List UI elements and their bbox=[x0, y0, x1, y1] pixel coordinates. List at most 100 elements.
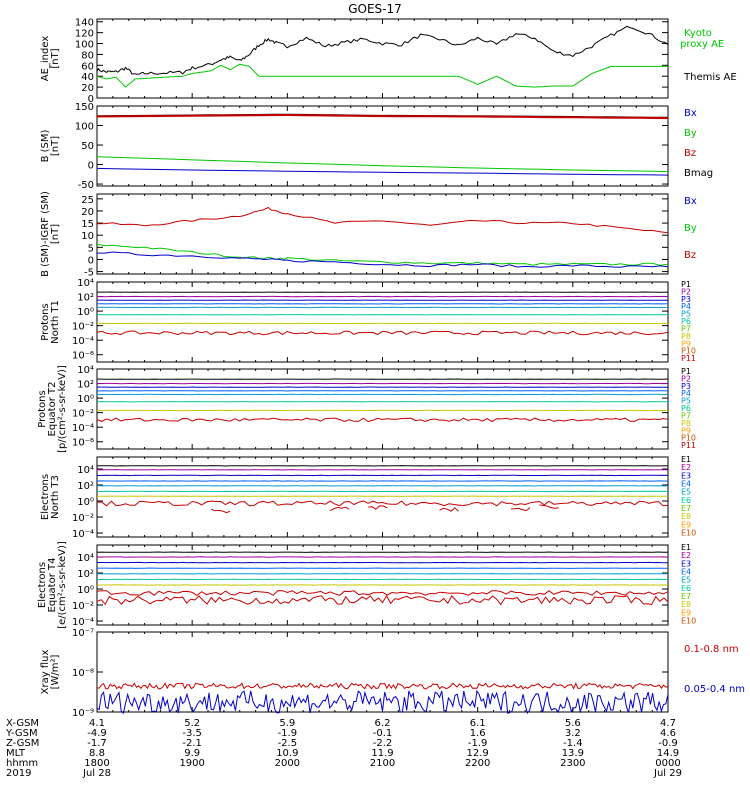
y-tick-label: 60 bbox=[81, 61, 94, 72]
flux-channel-line bbox=[97, 500, 669, 507]
ephemeris-value: -2.2 bbox=[373, 738, 393, 749]
y-tick-label: 10⁰ bbox=[77, 585, 94, 596]
legend-entry: P10 bbox=[681, 347, 696, 356]
series-line bbox=[96, 682, 669, 690]
legend-entry: 0.1-0.8 nm bbox=[684, 644, 739, 655]
y-tick-label: 10⁻⁶ bbox=[72, 351, 94, 362]
legend-entry: Bmag bbox=[684, 168, 713, 179]
ephemeris-value: 9.9 bbox=[184, 748, 200, 759]
y-axis-label: [e/(cm²-s-sr-keV)] bbox=[57, 541, 68, 629]
y-axis-label: North T1 bbox=[50, 300, 61, 344]
ephemeris-row-label: hhmm bbox=[6, 758, 38, 769]
y-tick-label: 20 bbox=[81, 207, 94, 218]
ephemeris-value: 3.2 bbox=[565, 728, 581, 739]
y-tick-label: 10⁻² bbox=[72, 601, 94, 612]
flux-fragment bbox=[539, 504, 559, 509]
y-axis-label: Protons bbox=[40, 303, 51, 340]
ephemeris-value: -1.4 bbox=[563, 738, 583, 749]
legend-entry: P7 bbox=[681, 411, 691, 420]
legend-entry: P5 bbox=[681, 310, 691, 319]
legend-entry: P8 bbox=[681, 332, 691, 341]
legend-entry: P2 bbox=[681, 287, 691, 296]
y-tick-label: 10⁴ bbox=[77, 465, 94, 476]
ephemeris-value: 4.1 bbox=[89, 718, 105, 729]
y-tick-label: 150 bbox=[75, 102, 94, 113]
y-tick-label: -5 bbox=[84, 268, 94, 279]
legend-entry: By bbox=[684, 128, 697, 139]
legend-entry: E3 bbox=[681, 559, 691, 568]
plot-frame bbox=[96, 281, 669, 363]
y-tick-label: 10⁻⁹ bbox=[72, 708, 94, 719]
ephemeris-value: -3.5 bbox=[182, 728, 202, 739]
ephemeris-value: 5.9 bbox=[279, 718, 295, 729]
series-line bbox=[96, 243, 669, 266]
ephemeris-value: 1900 bbox=[179, 758, 204, 769]
y-tick-label: 10⁻⁴ bbox=[72, 336, 94, 347]
legend-entry: E3 bbox=[681, 471, 691, 480]
ephemeris-value: 8.8 bbox=[89, 748, 105, 759]
ephemeris-value: 1.6 bbox=[470, 728, 486, 739]
legend-entry: P3 bbox=[681, 295, 691, 304]
ephemeris-value: 4.6 bbox=[660, 728, 676, 739]
y-tick-label: -50 bbox=[78, 180, 94, 191]
ephemeris-value: 10.9 bbox=[276, 748, 298, 759]
legend-entry: P6 bbox=[681, 404, 691, 413]
legend-entry: E2 bbox=[681, 463, 691, 472]
legend-entry: P4 bbox=[681, 302, 691, 311]
y-axis-label: Equator T2 bbox=[47, 382, 58, 437]
flux-channel-line bbox=[96, 590, 669, 597]
ephemeris-value: 5.6 bbox=[565, 718, 581, 729]
y-axis-label: [nT] bbox=[50, 136, 61, 156]
flux-channel-line bbox=[96, 417, 669, 423]
legend-entry: By bbox=[684, 223, 697, 234]
y-axis-label: [W/m²] bbox=[50, 654, 61, 689]
panel-b-sm: -50 0 50 100 150 B (SM) [nT] Bx By Bz Bmag bbox=[40, 102, 713, 191]
ephemeris-value: 2100 bbox=[370, 758, 395, 769]
legend-entry: E8 bbox=[681, 600, 691, 609]
ephemeris-value: 13.9 bbox=[562, 748, 584, 759]
plot-frame bbox=[96, 368, 669, 450]
legend-entry: Themis AE bbox=[683, 72, 737, 83]
y-tick-label: 50 bbox=[81, 141, 94, 152]
ephemeris-value: -2.1 bbox=[182, 738, 202, 749]
legend-entry: 0.05-0.4 nm bbox=[684, 684, 745, 695]
y-tick-label: 10⁴ bbox=[77, 365, 94, 376]
y-tick-label: 10⁴ bbox=[77, 278, 94, 289]
ephemeris-value: 4.7 bbox=[660, 718, 676, 729]
y-tick-label: 10⁻⁶ bbox=[72, 438, 94, 449]
ephemeris-value: -1.9 bbox=[278, 728, 298, 739]
flux-channel-line bbox=[96, 594, 669, 606]
y-tick-label: 10 bbox=[81, 231, 94, 242]
ephemeris-value: 6.2 bbox=[375, 718, 391, 729]
legend-entry: P9 bbox=[681, 426, 691, 435]
y-tick-label: 100 bbox=[75, 122, 94, 133]
ephemeris-value: 2200 bbox=[465, 758, 490, 769]
flux-fragment bbox=[368, 505, 388, 510]
legend-entry: E2 bbox=[681, 551, 691, 560]
legend-entry: P7 bbox=[681, 324, 691, 333]
ephemeris-value: -4.9 bbox=[87, 728, 107, 739]
legend-entry: E4 bbox=[681, 479, 691, 488]
series-line bbox=[96, 689, 669, 715]
panel-xray-flux: 10⁻⁷ 10⁻⁸ 10⁻⁹ Xray flux [W/m²] 0.1-0.8 nm 0.0… bbox=[40, 628, 745, 719]
y-tick-label: 10⁻⁴ bbox=[72, 617, 94, 628]
panel-electrons-equator: 10⁴ 10² 10⁰ 10⁻² 10⁻⁴ Electrons Equator T4 [e/(… bbox=[37, 541, 696, 629]
ephemeris-value: 2300 bbox=[560, 758, 585, 769]
y-axis-label: Xray flux bbox=[40, 650, 51, 695]
legend-entry: P4 bbox=[681, 389, 691, 398]
legend-entry: P3 bbox=[681, 382, 691, 391]
y-tick-label: 25 bbox=[81, 195, 94, 206]
y-axis-label: [nT] bbox=[50, 224, 61, 244]
legend-entry: E9 bbox=[681, 608, 691, 617]
y-tick-label: 10² bbox=[77, 569, 94, 580]
y-axis-label: AE_index bbox=[40, 36, 51, 82]
series-line bbox=[96, 25, 669, 75]
y-tick-label: 0 bbox=[88, 94, 94, 105]
legend-entry: E7 bbox=[681, 592, 691, 601]
legend-entry: E9 bbox=[681, 520, 691, 529]
y-tick-label: 10⁰ bbox=[77, 394, 94, 405]
